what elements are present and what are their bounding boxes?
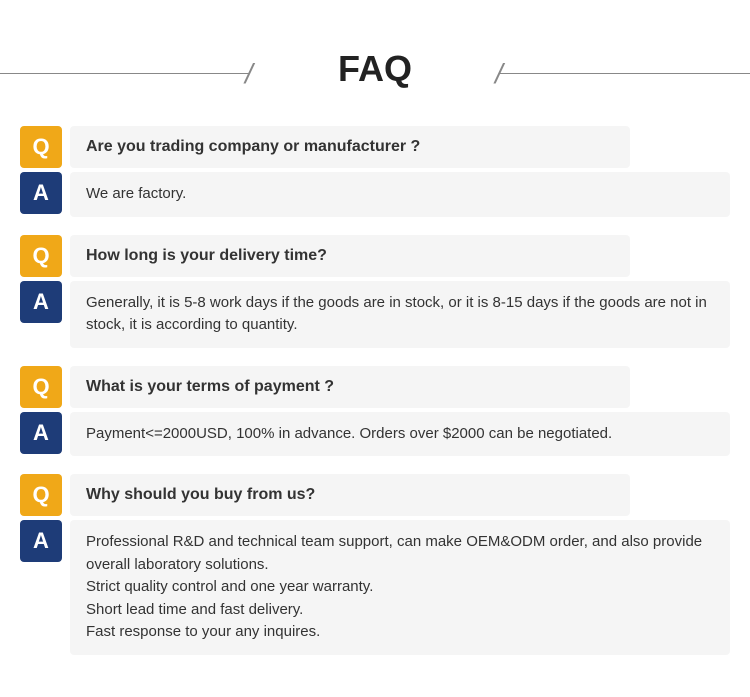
- question-row: QWhat is your terms of payment ?: [20, 366, 730, 408]
- answer-line: Short lead time and fast delivery.: [86, 599, 714, 622]
- question-text: Are you trading company or manufacturer …: [70, 126, 630, 168]
- answer-line: Generally, it is 5-8 work days if the go…: [86, 292, 714, 337]
- a-badge: A: [20, 172, 62, 214]
- question-row: QWhy should you buy from us?: [20, 474, 730, 516]
- answer-text: Professional R&D and technical team supp…: [70, 520, 730, 655]
- a-badge: A: [20, 281, 62, 323]
- faq-item: QAre you trading company or manufacturer…: [20, 126, 730, 217]
- question-text: What is your terms of payment ?: [70, 366, 630, 408]
- q-badge: Q: [20, 126, 62, 168]
- a-badge: A: [20, 520, 62, 562]
- header-slash-right: /: [495, 58, 503, 90]
- answer-text: Payment<=2000USD, 100% in advance. Order…: [70, 412, 730, 457]
- answer-line: Fast response to your any inquires.: [86, 621, 714, 644]
- faq-header: / FAQ /: [0, 0, 750, 126]
- a-badge: A: [20, 412, 62, 454]
- header-slash-left: /: [245, 58, 253, 90]
- question-row: QHow long is your delivery time?: [20, 235, 730, 277]
- question-row: QAre you trading company or manufacturer…: [20, 126, 730, 168]
- answer-line: Payment<=2000USD, 100% in advance. Order…: [86, 423, 612, 446]
- answer-line: Professional R&D and technical team supp…: [86, 531, 714, 576]
- answer-text: Generally, it is 5-8 work days if the go…: [70, 281, 730, 348]
- header-line-left: [0, 73, 250, 74]
- faq-list: QAre you trading company or manufacturer…: [0, 126, 750, 693]
- header-line-right: [500, 73, 750, 74]
- question-text: How long is your delivery time?: [70, 235, 630, 277]
- answer-text: We are factory.: [70, 172, 730, 217]
- question-text: Why should you buy from us?: [70, 474, 630, 516]
- answer-row: A Payment<=2000USD, 100% in advance. Orde…: [20, 412, 730, 457]
- answer-line: We are factory.: [86, 183, 186, 206]
- answer-row: A We are factory.: [20, 172, 730, 217]
- answer-row: A Professional R&D and technical team sup…: [20, 520, 730, 655]
- q-badge: Q: [20, 366, 62, 408]
- q-badge: Q: [20, 474, 62, 516]
- q-badge: Q: [20, 235, 62, 277]
- faq-item: QHow long is your delivery time?A General…: [20, 235, 730, 348]
- faq-item: QWhat is your terms of payment ?A Payment…: [20, 366, 730, 457]
- faq-item: QWhy should you buy from us?A Professiona…: [20, 474, 730, 655]
- answer-line: Strict quality control and one year warr…: [86, 576, 714, 599]
- answer-row: A Generally, it is 5-8 work days if the g…: [20, 281, 730, 348]
- page-title: FAQ: [326, 48, 424, 90]
